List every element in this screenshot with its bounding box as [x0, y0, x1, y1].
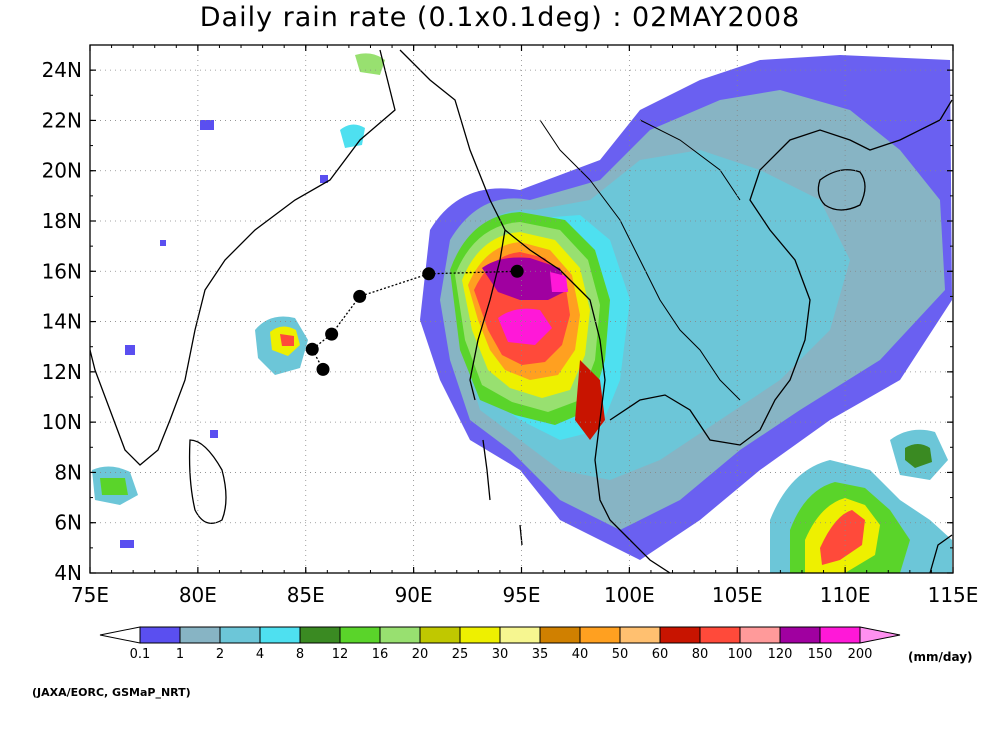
colorbar-label: 120: [768, 647, 793, 662]
lat-tick-label: 16N: [42, 259, 82, 283]
rain-field: [92, 53, 952, 573]
colorbar-swatch: [179, 626, 221, 644]
colorbar-swatch: [139, 626, 181, 644]
lon-tick-label: 115E: [928, 583, 979, 607]
colorbar-label: 100: [728, 647, 753, 662]
lon-tick-label: 100E: [604, 583, 655, 607]
colorbar-label: 2: [216, 647, 224, 662]
lat-tick-label: 14N: [42, 310, 82, 334]
colorbar-label: 0.1: [130, 647, 151, 662]
track-line: [311, 270, 518, 370]
colorbar-swatch: [819, 626, 861, 644]
lat-tick-label: 8N: [54, 460, 82, 484]
colorbar-label: 150: [808, 647, 833, 662]
lat-tick-label: 10N: [42, 410, 82, 434]
colorbar-label: 35: [532, 647, 549, 662]
map-title: Daily rain rate (0.1x0.1deg) : 02MAY2008: [199, 2, 801, 33]
colorbar-label: 4: [256, 647, 264, 662]
colorbar-swatch: [739, 626, 781, 644]
lon-tick-label: 90E: [395, 583, 433, 607]
lat-tick-label: 22N: [42, 108, 82, 132]
colorbar-swatch: [219, 626, 261, 644]
colorbar-swatch: [779, 626, 821, 644]
lat-tick-label: 12N: [42, 360, 82, 384]
colorbar-swatch: [539, 626, 581, 644]
track-point: [422, 267, 436, 281]
colorbar-label: 25: [452, 647, 469, 662]
colorbar-swatch: [299, 626, 341, 644]
colorbar-label: 16: [372, 647, 389, 662]
colorbar-label: 60: [652, 647, 669, 662]
lon-tick-label: 105E: [712, 583, 763, 607]
colorbar-swatch: [379, 626, 421, 644]
data-credit: (JAXA/EORC, GSMaP_NRT): [32, 686, 191, 699]
lon-tick-label: 85E: [287, 583, 325, 607]
colorbar-swatch: [339, 626, 381, 644]
gridlines: [90, 45, 953, 573]
lon-tick-label: 75E: [71, 583, 109, 607]
colorbar-label: 40: [572, 647, 589, 662]
colorbar-label: 200: [848, 647, 873, 662]
track-point: [305, 342, 319, 356]
lat-tick-label: 24N: [42, 58, 82, 82]
colorbar-swatch: [419, 626, 461, 644]
colorbar-label: 20: [412, 647, 429, 662]
colorbar-label: 1: [176, 647, 184, 662]
lat-tick-label: 6N: [54, 511, 82, 535]
colorbar-swatch: [499, 626, 541, 644]
colorbar-high-arrow: [859, 626, 901, 644]
lat-tick-label: 18N: [42, 209, 82, 233]
colorbar-swatch: [459, 626, 501, 644]
colorbar-label: 8: [296, 647, 304, 662]
colorbar-swatch: [699, 626, 741, 644]
track-point: [353, 289, 367, 303]
colorbar-swatch: [619, 626, 661, 644]
colorbar-low-arrow: [99, 626, 141, 644]
lon-tick-label: 110E: [820, 583, 871, 607]
colorbar-label: 80: [692, 647, 709, 662]
coastlines: [90, 49, 953, 573]
lon-tick-label: 80E: [179, 583, 217, 607]
lon-tick-label: 95E: [502, 583, 540, 607]
colorbar-swatch: [259, 626, 301, 644]
colorbar-label: 30: [492, 647, 509, 662]
track-point: [316, 362, 330, 376]
cyclone-track: [305, 264, 524, 376]
axis-ticks: 75E 80E 85E 90E 95E 100E 105E 110E 115E 4N 6N 8N 10N…: [42, 44, 979, 607]
colorbar-unit: (mm/day): [908, 650, 973, 664]
colorbar: 0.1 1 2 4 8 12 16 20 25 30 35 40 50 60 80 100 120 150 200: [99, 626, 901, 662]
colorbar-label: 50: [612, 647, 629, 662]
colorbar-label: 12: [332, 647, 349, 662]
lat-tick-label: 20N: [42, 159, 82, 183]
colorbar-swatch: [659, 626, 701, 644]
lat-tick-label: 4N: [54, 561, 82, 585]
track-point: [510, 264, 524, 278]
track-point: [325, 327, 339, 341]
colorbar-swatch: [579, 626, 621, 644]
